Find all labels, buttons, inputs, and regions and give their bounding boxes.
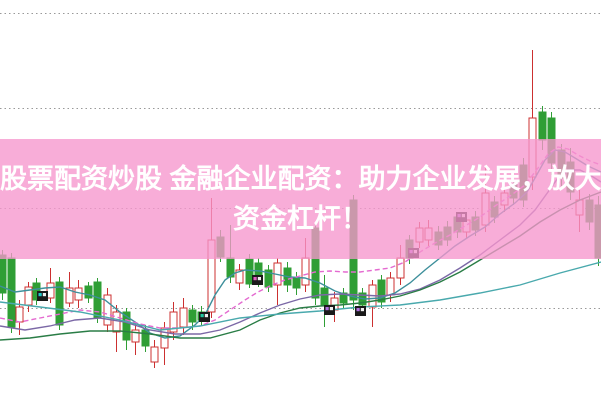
promo-banner-text-line1: 股票配资炒股 金融企业配资：助力企业发展，放大	[0, 164, 601, 194]
ma-long-teal	[0, 261, 601, 331]
promo-banner-text-line2: 资金杠杆！	[233, 204, 368, 234]
promo-banner: 股票配资炒股 金融企业配资：助力企业发展，放大 资金杠杆！	[0, 139, 601, 259]
